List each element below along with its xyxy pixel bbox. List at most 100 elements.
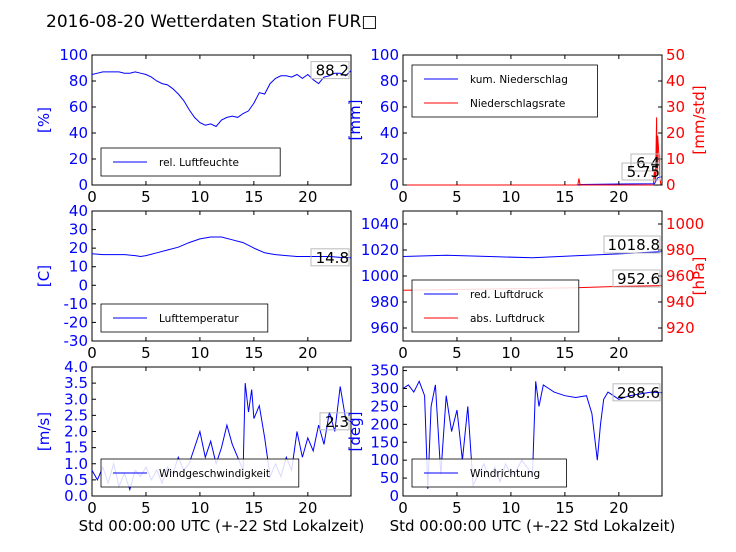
x-tick-label: 20 (298, 188, 317, 206)
series-line-1 (402, 251, 663, 259)
y2-axis-label: [mm/std] (690, 85, 708, 154)
legend: rel. Luftfeuchte (100, 147, 281, 177)
y-axis-label: [mm] (346, 100, 364, 141)
y2-axis-label: [hPa] (690, 257, 708, 296)
x-tick-label: 5 (141, 344, 151, 362)
current-value-label: 1018.8 (608, 236, 661, 254)
y-tick-label: 100 (370, 451, 399, 469)
y2-tick-label: 10 (666, 150, 685, 168)
chart-panel-3: 0 5 10 15 20-30-20-10010203040[C]14.8Lufttem… (35, 202, 352, 362)
legend-entry: rel. Luftfeuchte (159, 157, 239, 169)
current-value-label: 14.8 (316, 249, 349, 267)
legend-entry: kum. Niederschlag (470, 74, 568, 86)
x-axis-label: Std 00:00:00 UTC (+-22 Std Lokalzeit) (79, 517, 365, 535)
current-value-label: 952.6 (617, 270, 660, 288)
y-axis-label: [%] (35, 107, 53, 133)
y2-tick-label: 30 (666, 98, 685, 116)
x-tick-label: 15 (244, 188, 263, 206)
y2-tick-label: 960 (666, 267, 695, 285)
y-tick-label: 80 (380, 72, 399, 90)
y-tick-label: -10 (64, 295, 89, 313)
y-tick-label: 1040 (361, 215, 399, 233)
y2-tick-label: 940 (666, 293, 695, 311)
current-value-box (603, 235, 661, 254)
legend-entry: red. Luftdruck (470, 289, 544, 301)
x-tick-label: 15 (244, 499, 263, 517)
y-tick-label: 960 (370, 319, 399, 337)
current-value-label: 88.2 (316, 62, 349, 80)
chart-panel-5: 0 5 10 15 20 0.00.51.01.52.02.53.03.54.0 [m/s]… (35, 358, 364, 535)
y-tick-label: 4.0 (64, 358, 88, 376)
y-tick-label: 0 (78, 176, 88, 194)
y-tick-label: 2.5 (64, 406, 88, 424)
x-tick-label: 10 (501, 188, 520, 206)
current-value-box (319, 412, 350, 431)
y-tick-label: 40 (69, 202, 88, 220)
y-tick-label: 80 (69, 72, 88, 90)
y2-tick-label: 50 (666, 46, 685, 64)
y-tick-label: 300 (370, 380, 399, 398)
legend-entry: Windgeschwindigkeit (159, 468, 270, 480)
x-tick-label: 0 (398, 188, 408, 206)
x-tick-label: 20 (609, 344, 628, 362)
y-tick-label: 980 (370, 293, 399, 311)
y-tick-label: 10 (69, 258, 88, 276)
y-tick-label: 150 (370, 433, 399, 451)
series-line-1 (91, 70, 352, 128)
x-tick-label: 10 (190, 499, 209, 517)
y-tick-label: 0 (389, 176, 399, 194)
y-axis-label: [deg] (346, 412, 364, 452)
y2-tick-label: 980 (666, 241, 695, 259)
legend-entry: Lufttemperatur (159, 313, 239, 325)
x-tick-label: 5 (452, 344, 462, 362)
x-tick-label: 0 (398, 344, 408, 362)
x-tick-label: 10 (190, 344, 209, 362)
legend-frame (411, 64, 598, 118)
y2-tick-label: 40 (666, 72, 685, 90)
x-tick-label: 5 (452, 499, 462, 517)
current-value-label: 288.6 (617, 384, 660, 402)
y-tick-label: 60 (69, 98, 88, 116)
y-tick-label: -30 (64, 332, 89, 350)
y-tick-label: 3.5 (64, 374, 88, 392)
y-tick-label: 250 (370, 397, 399, 415)
y-tick-label: 50 (380, 469, 399, 487)
y-tick-label: 2.0 (64, 423, 88, 441)
x-tick-label: 15 (555, 344, 574, 362)
chart-panel-4: 0 5 10 15 20 960 980 1000 1020 1040 920 940 960 980 10… (361, 210, 708, 362)
legend: Windgeschwindigkeit (100, 458, 300, 488)
chart-panel-1: 0 5 10 15 20 0 20 40 60 80 100 [%] 88.2 rel. Luftfeuc… (35, 46, 352, 206)
x-axis-label: Std 00:00:00 UTC (+-22 Std Lokalzeit) (390, 517, 676, 535)
x-tick-label: 10 (501, 499, 520, 517)
y-axis-label: [m/s] (35, 412, 53, 451)
y-tick-label: 200 (370, 415, 399, 433)
y-tick-label: 0.5 (64, 471, 88, 489)
x-tick-label: 0 (87, 188, 97, 206)
x-tick-label: 15 (244, 344, 263, 362)
y-tick-label: 1.0 (64, 455, 88, 473)
legend: Lufttemperatur (100, 303, 269, 333)
y-tick-label: 1020 (361, 241, 399, 259)
legend: Windrichtung (411, 458, 567, 488)
y-tick-label: 100 (370, 46, 399, 64)
x-tick-label: 20 (298, 344, 317, 362)
y-tick-label: 1000 (361, 267, 399, 285)
x-tick-label: 5 (452, 188, 462, 206)
y2-tick-label: 1000 (666, 215, 704, 233)
current-value-label: 5.75 (627, 163, 660, 181)
y-tick-label: 20 (69, 239, 88, 257)
y-tick-label: 1.5 (64, 439, 88, 457)
legend-entry: Windrichtung (470, 468, 540, 480)
y-tick-label: -20 (64, 313, 89, 331)
series-line-2 (403, 117, 662, 186)
current-value-box (621, 162, 661, 181)
y2-tick-label: 920 (666, 319, 695, 337)
x-tick-label: 10 (501, 344, 520, 362)
y-tick-label: 0 (78, 276, 88, 294)
y-tick-label: 0.0 (64, 487, 88, 505)
current-value-box (310, 248, 350, 267)
x-tick-label: 10 (190, 188, 209, 206)
y-tick-label: 20 (69, 150, 88, 168)
series-line-1 (91, 236, 352, 259)
